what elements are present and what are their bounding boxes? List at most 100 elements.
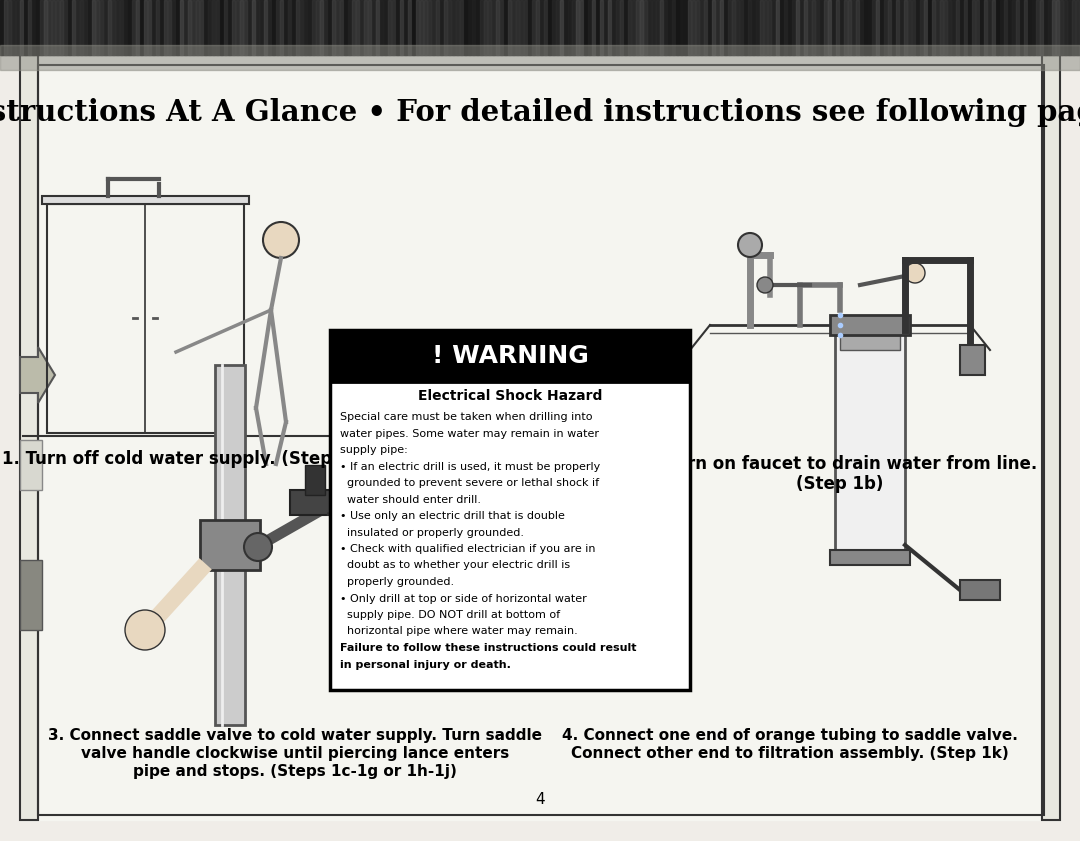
Bar [330,330,690,690]
Bar [52,0,55,55]
Bar [200,520,260,570]
Bar [780,0,783,55]
Bar [24,0,27,55]
Bar [396,0,399,55]
Bar [1032,0,1035,55]
Bar [96,0,99,55]
Bar [380,0,383,55]
Bar [291,490,340,515]
Bar [440,0,443,55]
Bar [996,0,999,55]
Bar [36,0,39,55]
Bar [188,0,191,55]
Bar [384,0,387,55]
Bar [656,0,659,55]
Bar [172,0,175,55]
Text: insulated or properly grounded.: insulated or properly grounded. [340,527,524,537]
Bar [800,0,804,55]
Bar [44,0,48,55]
Bar [752,0,755,55]
Bar [184,0,187,55]
Bar [544,0,546,55]
Text: 2. Turn on faucet to drain water from line.: 2. Turn on faucet to drain water from li… [643,455,1038,473]
Bar [1044,0,1047,55]
Bar [772,0,775,55]
Bar [140,0,143,55]
Bar [0,45,1080,70]
Bar [788,0,791,55]
Bar [404,0,407,55]
Bar [940,0,943,55]
Bar [312,0,315,55]
Bar [644,0,647,55]
Bar [872,0,875,55]
Text: Special care must be taken when drilling into: Special care must be taken when drilling… [340,412,593,422]
Bar [28,0,31,55]
Bar [21,440,42,490]
Bar [669,0,671,55]
Bar [692,0,696,55]
Bar [724,0,727,55]
Bar [108,0,111,55]
Bar [519,0,523,55]
Bar [561,0,563,55]
Bar [215,365,245,725]
Bar [500,0,503,55]
Bar [824,0,827,55]
Bar [129,0,131,55]
Bar [32,0,35,55]
Bar [80,0,83,55]
Circle shape [738,233,762,257]
Bar [456,0,459,55]
Bar [324,0,327,55]
Bar [280,0,283,55]
Bar [840,335,900,350]
Bar [276,0,279,55]
Bar [604,0,607,55]
Bar [748,0,751,55]
Bar [528,0,531,55]
Bar [200,0,203,55]
Bar [345,0,347,55]
Bar [900,0,903,55]
Bar [1024,0,1027,55]
Bar [376,0,379,55]
Bar [1012,0,1015,55]
Bar [864,0,867,55]
Bar [424,0,427,55]
Text: water should enter drill.: water should enter drill. [340,495,481,505]
Bar [148,0,151,55]
Bar [684,0,687,55]
Bar [84,0,87,55]
Bar [180,0,183,55]
Bar [112,0,114,55]
Bar [596,0,599,55]
Bar [660,0,663,55]
Bar [968,0,971,55]
Text: properly grounded.: properly grounded. [340,577,454,587]
Bar [4,0,6,55]
Bar [292,0,295,55]
Bar [1064,0,1067,55]
Text: (Step 1b): (Step 1b) [796,475,883,493]
Bar [960,580,1000,600]
Bar [951,0,955,55]
Bar [1020,0,1023,55]
Text: Instructions At A Glance • For detailed instructions see following page.: Instructions At A Glance • For detailed … [0,98,1080,126]
Bar [120,0,123,55]
Bar [735,0,739,55]
Bar [908,0,912,55]
Bar [944,0,947,55]
Bar [240,0,243,55]
Bar [960,345,985,375]
Bar [100,0,103,55]
Text: 4: 4 [536,792,544,807]
Text: grounded to prevent severe or lethal shock if: grounded to prevent severe or lethal sho… [340,478,599,488]
Bar [496,0,499,55]
Bar [21,560,42,630]
Circle shape [125,610,165,650]
Text: Electrical Shock Hazard: Electrical Shock Hazard [418,389,603,403]
Bar [368,0,372,55]
Bar [156,0,159,55]
Bar [420,0,423,55]
